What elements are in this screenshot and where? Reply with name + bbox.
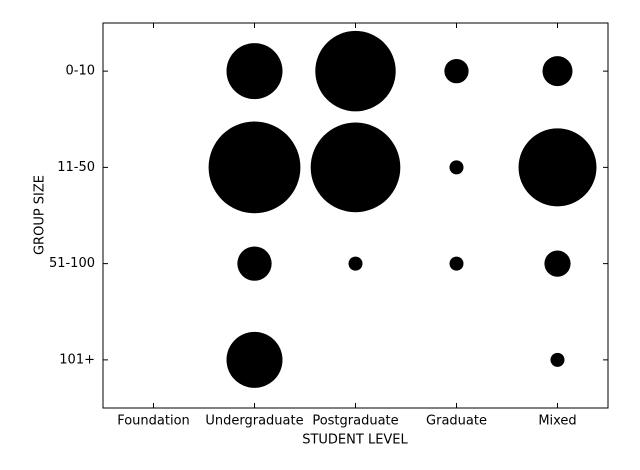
bubble <box>518 128 597 207</box>
x-tick-label: Undergraduate <box>205 414 303 429</box>
x-axis-label: STUDENT LEVEL <box>302 433 408 448</box>
x-tick-label: Foundation <box>117 414 190 429</box>
x-tick-label: Graduate <box>426 414 487 429</box>
bubble <box>550 352 565 367</box>
bubble <box>348 256 363 271</box>
y-tick-label: 101+ <box>59 352 95 367</box>
bubble <box>237 246 272 281</box>
bubble <box>226 43 283 100</box>
bubble <box>444 59 469 84</box>
y-tick-label: 0-10 <box>65 64 95 79</box>
bubble <box>315 30 396 112</box>
y-tick-label: 11-50 <box>57 160 95 175</box>
bubble <box>449 256 464 271</box>
bubble <box>310 122 401 213</box>
bubble <box>226 331 283 388</box>
bubble <box>208 121 301 214</box>
x-tick-label: Postgraduate <box>312 414 398 429</box>
bubble <box>449 160 464 175</box>
x-tick-label: Mixed <box>538 414 576 429</box>
y-tick-label: 51-100 <box>49 256 95 271</box>
bubble <box>542 56 573 87</box>
y-axis-label: GROUP SIZE <box>33 175 48 255</box>
bubble <box>544 250 571 277</box>
